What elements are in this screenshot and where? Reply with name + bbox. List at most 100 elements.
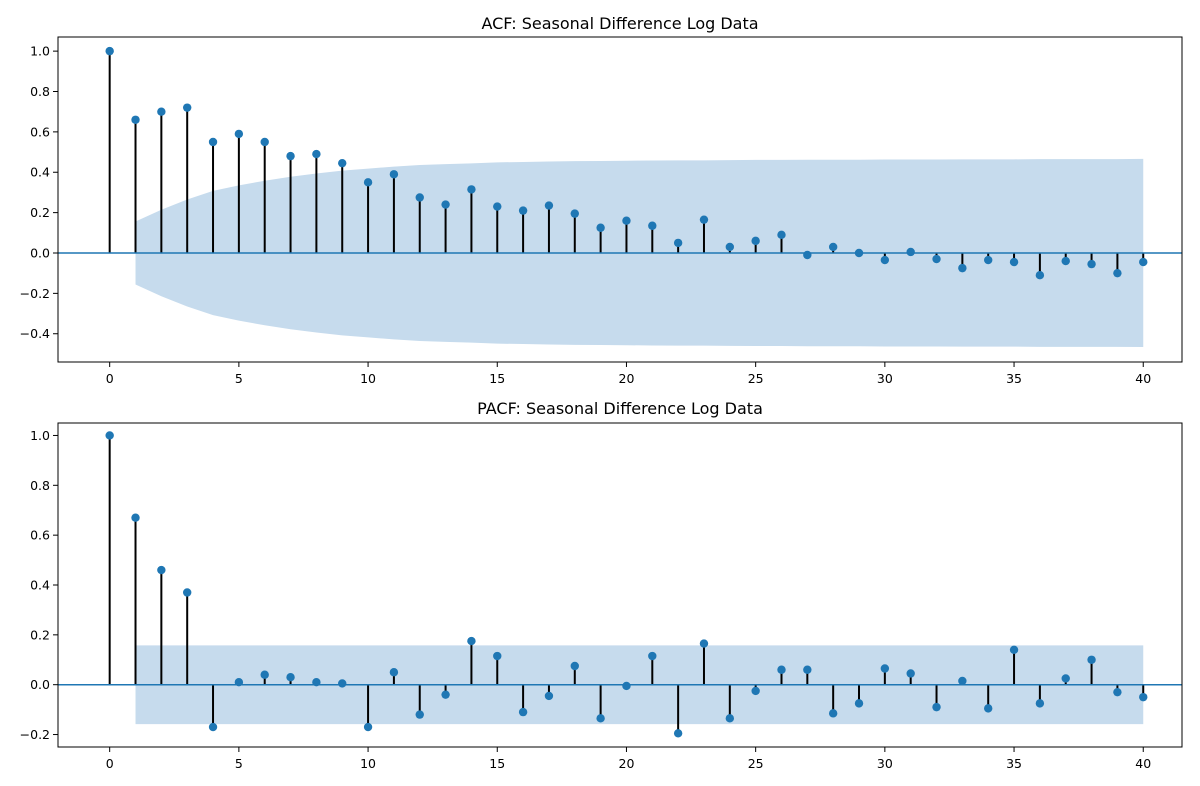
pacf-marker-lag-7 [286,673,295,682]
acf-marker-lag-22 [673,238,683,248]
acf-xtick-label-5: 5 [235,371,243,386]
pacf-marker-lag-1 [131,513,140,522]
pacf-marker-lag-2 [157,565,166,575]
acf-marker-lag-27 [803,250,812,260]
acf-marker-lag-38 [1087,259,1096,269]
acf-marker-lag-14 [467,185,476,194]
acf-marker-lag-33 [958,263,967,273]
pacf-xtick-label-15: 15 [489,756,505,771]
pacf-ytick-label-1: 1.0 [30,428,50,443]
pacf-ytick-label-0: 0.0 [30,677,50,692]
acf-xtick-label-25: 25 [748,371,764,386]
acf-marker-lag-16 [518,206,528,215]
acf-marker-lag-25 [751,236,760,246]
pacf-marker-lag-12 [415,710,424,719]
acf-marker-lag-36 [1035,270,1045,280]
acf-marker-lag-9 [338,158,347,168]
acf-marker-lag-23 [699,215,709,224]
pacf-marker-lag-33 [958,676,967,686]
pacf-marker-lag-25 [751,686,760,696]
pacf-xtick-label-20: 20 [619,756,635,771]
acf-marker-lag-5 [234,129,244,139]
pacf-xtick-label-40: 40 [1135,756,1151,771]
pacf-marker-lag-5 [234,678,244,687]
pacf-marker-lag-22 [673,729,683,738]
acf-xtick-label-40: 40 [1135,371,1151,386]
pacf-marker-lag-19 [596,714,605,723]
acf-ytick-label-0.4: 0.4 [30,165,50,180]
pacf-marker-lag-4 [208,722,218,732]
acf-marker-lag-28 [828,242,838,252]
acf-xtick-label-15: 15 [489,371,505,386]
pacf-marker-lag-3 [182,588,192,597]
pacf-ytick-label-0.8: 0.8 [30,478,50,493]
acf-ytick-label-0.8: 0.8 [30,84,50,99]
acf-xtick-label-10: 10 [360,371,376,386]
acf-marker-lag-17 [544,201,554,210]
acf-marker-lag-21 [648,221,657,230]
acf-marker-lag-39 [1113,268,1122,278]
pacf-marker-lag-15 [493,651,502,661]
acf-marker-lag-7 [286,151,295,161]
pacf-marker-lag-35 [1009,645,1019,654]
acf-marker-lag-6 [260,137,269,147]
acf-marker-lag-26 [777,230,786,240]
acf-xtick-label-30: 30 [877,371,893,386]
acf-marker-lag-2 [157,107,166,116]
acf-marker-lag-4 [208,137,218,147]
pacf-marker-lag-29 [854,699,864,708]
acf-ytick-label-0: 0.0 [30,245,50,260]
acf-marker-lag-1 [131,115,140,124]
acf-marker-lag-11 [389,170,399,179]
acf-ytick-label--0.2: −0.2 [20,286,50,301]
acf-ytick-label-1: 1.0 [30,44,50,59]
pacf-marker-lag-39 [1113,687,1122,697]
acf-marker-lag-30 [880,255,890,265]
pacf-marker-lag-10 [363,722,373,732]
pacf-marker-lag-21 [648,651,657,661]
acf-marker-lag-13 [441,200,450,209]
pacf-marker-lag-16 [518,707,528,717]
pacf-marker-lag-28 [828,709,838,718]
acf-marker-lag-40 [1139,257,1148,267]
acf-title: ACF: Seasonal Difference Log Data [481,14,758,33]
acf-marker-lag-8 [312,149,321,159]
pacf-marker-lag-18 [570,661,579,671]
pacf-marker-lag-6 [260,670,269,679]
pacf-panel: PACF: Seasonal Difference Log Data 0 5 10 1… [20,399,1183,771]
acf-xtick-label-0: 0 [106,371,114,386]
pacf-marker-lag-11 [389,668,399,677]
pacf-ytick-label-0.2: 0.2 [30,627,50,642]
pacf-xtick-label-25: 25 [748,756,764,771]
pacf-marker-lag-27 [803,665,812,674]
pacf-xtick-label-0: 0 [106,756,114,771]
pacf-marker-lag-23 [699,639,709,648]
pacf-xtick-label-35: 35 [1006,756,1022,771]
acf-xtick-label-35: 35 [1006,371,1022,386]
acf-marker-lag-20 [622,216,631,225]
acf-marker-lag-24 [725,242,735,252]
pacf-xtick-label-30: 30 [877,756,893,771]
pacf-marker-lag-32 [932,702,941,712]
pacf-marker-lag-9 [338,679,347,688]
acf-marker-lag-0 [105,46,114,56]
pacf-marker-lag-40 [1139,692,1148,702]
acf-ytick-label--0.4: −0.4 [20,326,50,341]
acf-axes-frame [57,36,1183,363]
pacf-ytick-label--0.2: −0.2 [20,727,50,742]
pacf-ytick-label-0.6: 0.6 [30,528,50,543]
pacf-marker-lag-20 [622,681,631,691]
acf-marker-lag-10 [363,178,373,187]
acf-panel: ACF: Seasonal Difference Log Data 0 5 10 15… [20,14,1183,386]
pacf-marker-lag-30 [880,664,890,673]
acf-marker-lag-3 [182,103,192,112]
acf-marker-lag-12 [415,193,424,202]
pacf-marker-lag-14 [467,636,476,646]
acf-marker-lag-18 [570,209,579,218]
pacf-marker-lag-34 [984,704,993,713]
acf-marker-lag-29 [854,248,864,258]
pacf-marker-lag-13 [441,690,450,699]
acf-marker-lag-35 [1009,257,1019,267]
pacf-marker-lag-26 [777,665,786,674]
